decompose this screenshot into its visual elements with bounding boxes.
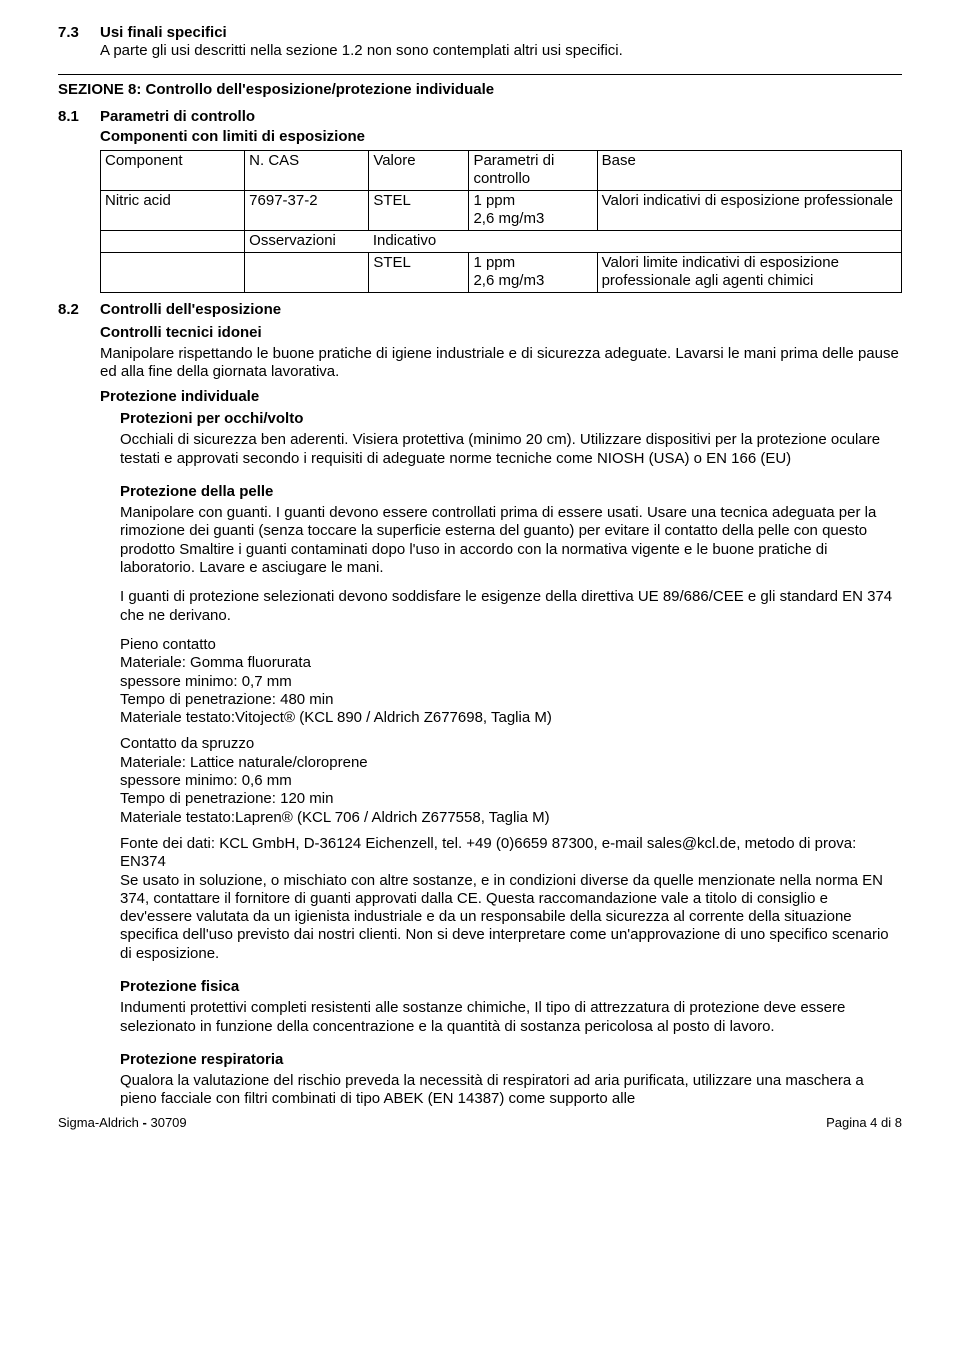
section-subtitle: Componenti con limiti di esposizione: [100, 128, 902, 146]
subheading-protezione-individuale: Protezione individuale: [100, 388, 902, 406]
paragraph: Manipolare con guanti. I guanti devono e…: [120, 504, 902, 577]
section-number: 8.2: [58, 301, 100, 319]
section-title: Usi finali specifici: [100, 24, 902, 42]
subheading-controlli-tecnici: Controlli tecnici idonei: [100, 324, 902, 342]
paragraph: Qualora la valutazione del rischio preve…: [120, 1072, 902, 1109]
paragraph: Occhiali di sicurezza ben aderenti. Visi…: [120, 431, 902, 468]
section-8-2: 8.2 Controlli dell'esposizione Controlli…: [58, 301, 902, 1108]
section-title: Parametri di controllo: [100, 108, 902, 126]
section-number: 7.3: [58, 24, 100, 42]
exposure-limits-table: Component N. CAS Valore Parametri di con…: [100, 150, 902, 293]
th-component: Component: [101, 151, 245, 191]
section-number: 8.1: [58, 108, 100, 126]
section-8-heading: SEZIONE 8: Controllo dell'esposizione/pr…: [58, 81, 902, 99]
paragraph-fonte: Fonte dei dati: KCL GmbH, D-36124 Eichen…: [120, 835, 902, 872]
paragraph: I guanti di protezione selezionati devon…: [120, 588, 902, 625]
th-params: Parametri di controllo: [469, 151, 597, 191]
table-row: Nitric acid 7697-37-2 STEL 1 ppm 2,6 mg/…: [101, 191, 902, 231]
section-8-1: 8.1 Parametri di controllo Componenti co…: [58, 108, 902, 302]
table-row: STEL 1 ppm 2,6 mg/m3 Valori limite indic…: [101, 253, 902, 293]
page-footer: Sigma-Aldrich - 30709 Pagina 4 di 8: [58, 1115, 902, 1131]
subheading-respiratoria: Protezione respiratoria: [120, 1051, 902, 1069]
th-value: Valore: [369, 151, 469, 191]
footer-right: Pagina 4 di 8: [826, 1115, 902, 1131]
block-contatto-spruzzo: Contatto da spruzzo Materiale: Lattice n…: [120, 735, 902, 826]
footer-left: Sigma-Aldrich - 30709: [58, 1115, 187, 1130]
table-row: Osservazioni Indicativo: [101, 231, 902, 253]
table-header-row: Component N. CAS Valore Parametri di con…: [101, 151, 902, 191]
divider: [58, 74, 902, 75]
th-cas: N. CAS: [245, 151, 369, 191]
section-text: A parte gli usi descritti nella sezione …: [100, 42, 902, 60]
section-title: Controlli dell'esposizione: [100, 301, 902, 319]
th-base: Base: [597, 151, 901, 191]
paragraph: Indumenti protettivi completi resistenti…: [120, 999, 902, 1036]
paragraph: Se usato in soluzione, o mischiato con a…: [120, 872, 902, 963]
section-7-3: 7.3 Usi finali specifici A parte gli usi…: [58, 24, 902, 61]
block-pieno-contatto: Pieno contatto Materiale: Gomma fluorura…: [120, 636, 902, 727]
subheading-pelle: Protezione della pelle: [120, 483, 902, 501]
paragraph: Manipolare rispettando le buone pratiche…: [100, 345, 902, 382]
subheading-fisica: Protezione fisica: [120, 978, 902, 996]
subheading-occhi: Protezioni per occhi/volto: [120, 410, 902, 428]
